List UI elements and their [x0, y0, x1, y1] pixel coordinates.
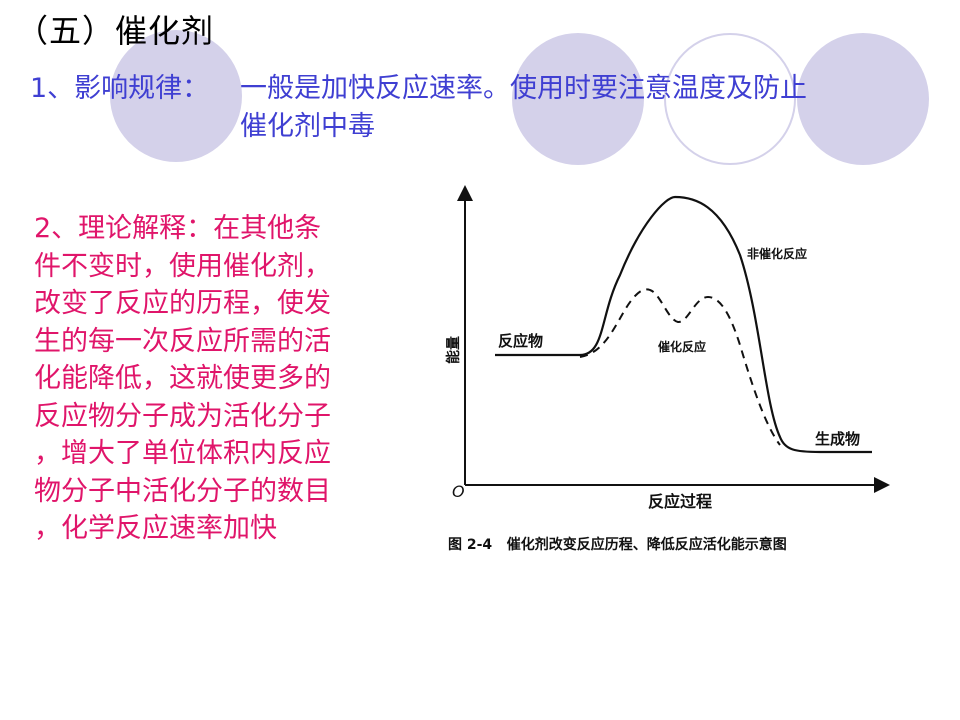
theory-line: 件不变时，使用催化剂，	[34, 250, 331, 282]
decor-circle-3	[797, 33, 929, 165]
x-axis-label: 反应过程	[648, 492, 712, 511]
influence-rule-lead: 1、影响规律：	[30, 73, 210, 104]
catalyzed-label: 催化反应	[658, 339, 706, 354]
energy-diagram-svg: 能量 O 反应过程 反应物 生成物 非催化反应 催化反应 图 2-4 催化剂改变…	[445, 185, 890, 553]
uncatalyzed-curve	[495, 195, 872, 454]
product-label: 生成物	[815, 430, 860, 448]
energy-diagram: 能量 O 反应过程 反应物 生成物 非催化反应 催化反应 图 2-4 催化剂改变…	[440, 185, 910, 565]
theory-line: 生的每一次反应所需的活	[34, 325, 331, 357]
theory-line: 物分子中活化分子的数目	[34, 475, 331, 507]
theory-line: 2、理论解释：在其他条	[34, 213, 322, 244]
decor-ring-1	[664, 33, 796, 165]
decor-circle-1	[110, 30, 242, 162]
theory-line: 化能降低，这就使更多的	[34, 363, 331, 394]
decor-circle-2	[512, 33, 644, 165]
reactant-label: 反应物	[498, 332, 543, 350]
figure-caption: 图 2-4 催化剂改变反应历程、降低反应活化能示意图	[448, 536, 787, 553]
influence-rule-line2: 催化剂中毒	[240, 111, 375, 142]
y-axis-label: 能量	[445, 336, 462, 364]
origin-label: O	[452, 482, 465, 501]
slide-title: （五）催化剂	[16, 12, 215, 50]
influence-rule-line1: 一般是加快反应速率。使用时要注意温度及防止	[240, 73, 807, 104]
theory-explanation: 2、理论解释：在其他条 件不变时，使用催化剂， 改变了反应的历程，使发 生的每一…	[34, 210, 394, 548]
catalyzed-curve	[579, 288, 781, 446]
influence-rule: 1、影响规律： 一般是加快反应速率。使用时要注意温度及防止 催化剂中毒	[30, 70, 930, 146]
theory-line: ，增大了单位体积内反应	[34, 438, 331, 469]
theory-line: 反应物分子成为活化分子	[34, 400, 331, 432]
uncatalyzed-label: 非催化反应	[747, 246, 807, 261]
theory-line: 改变了反应的历程，使发	[34, 288, 331, 319]
theory-line: ，化学反应速率加快	[34, 513, 277, 544]
